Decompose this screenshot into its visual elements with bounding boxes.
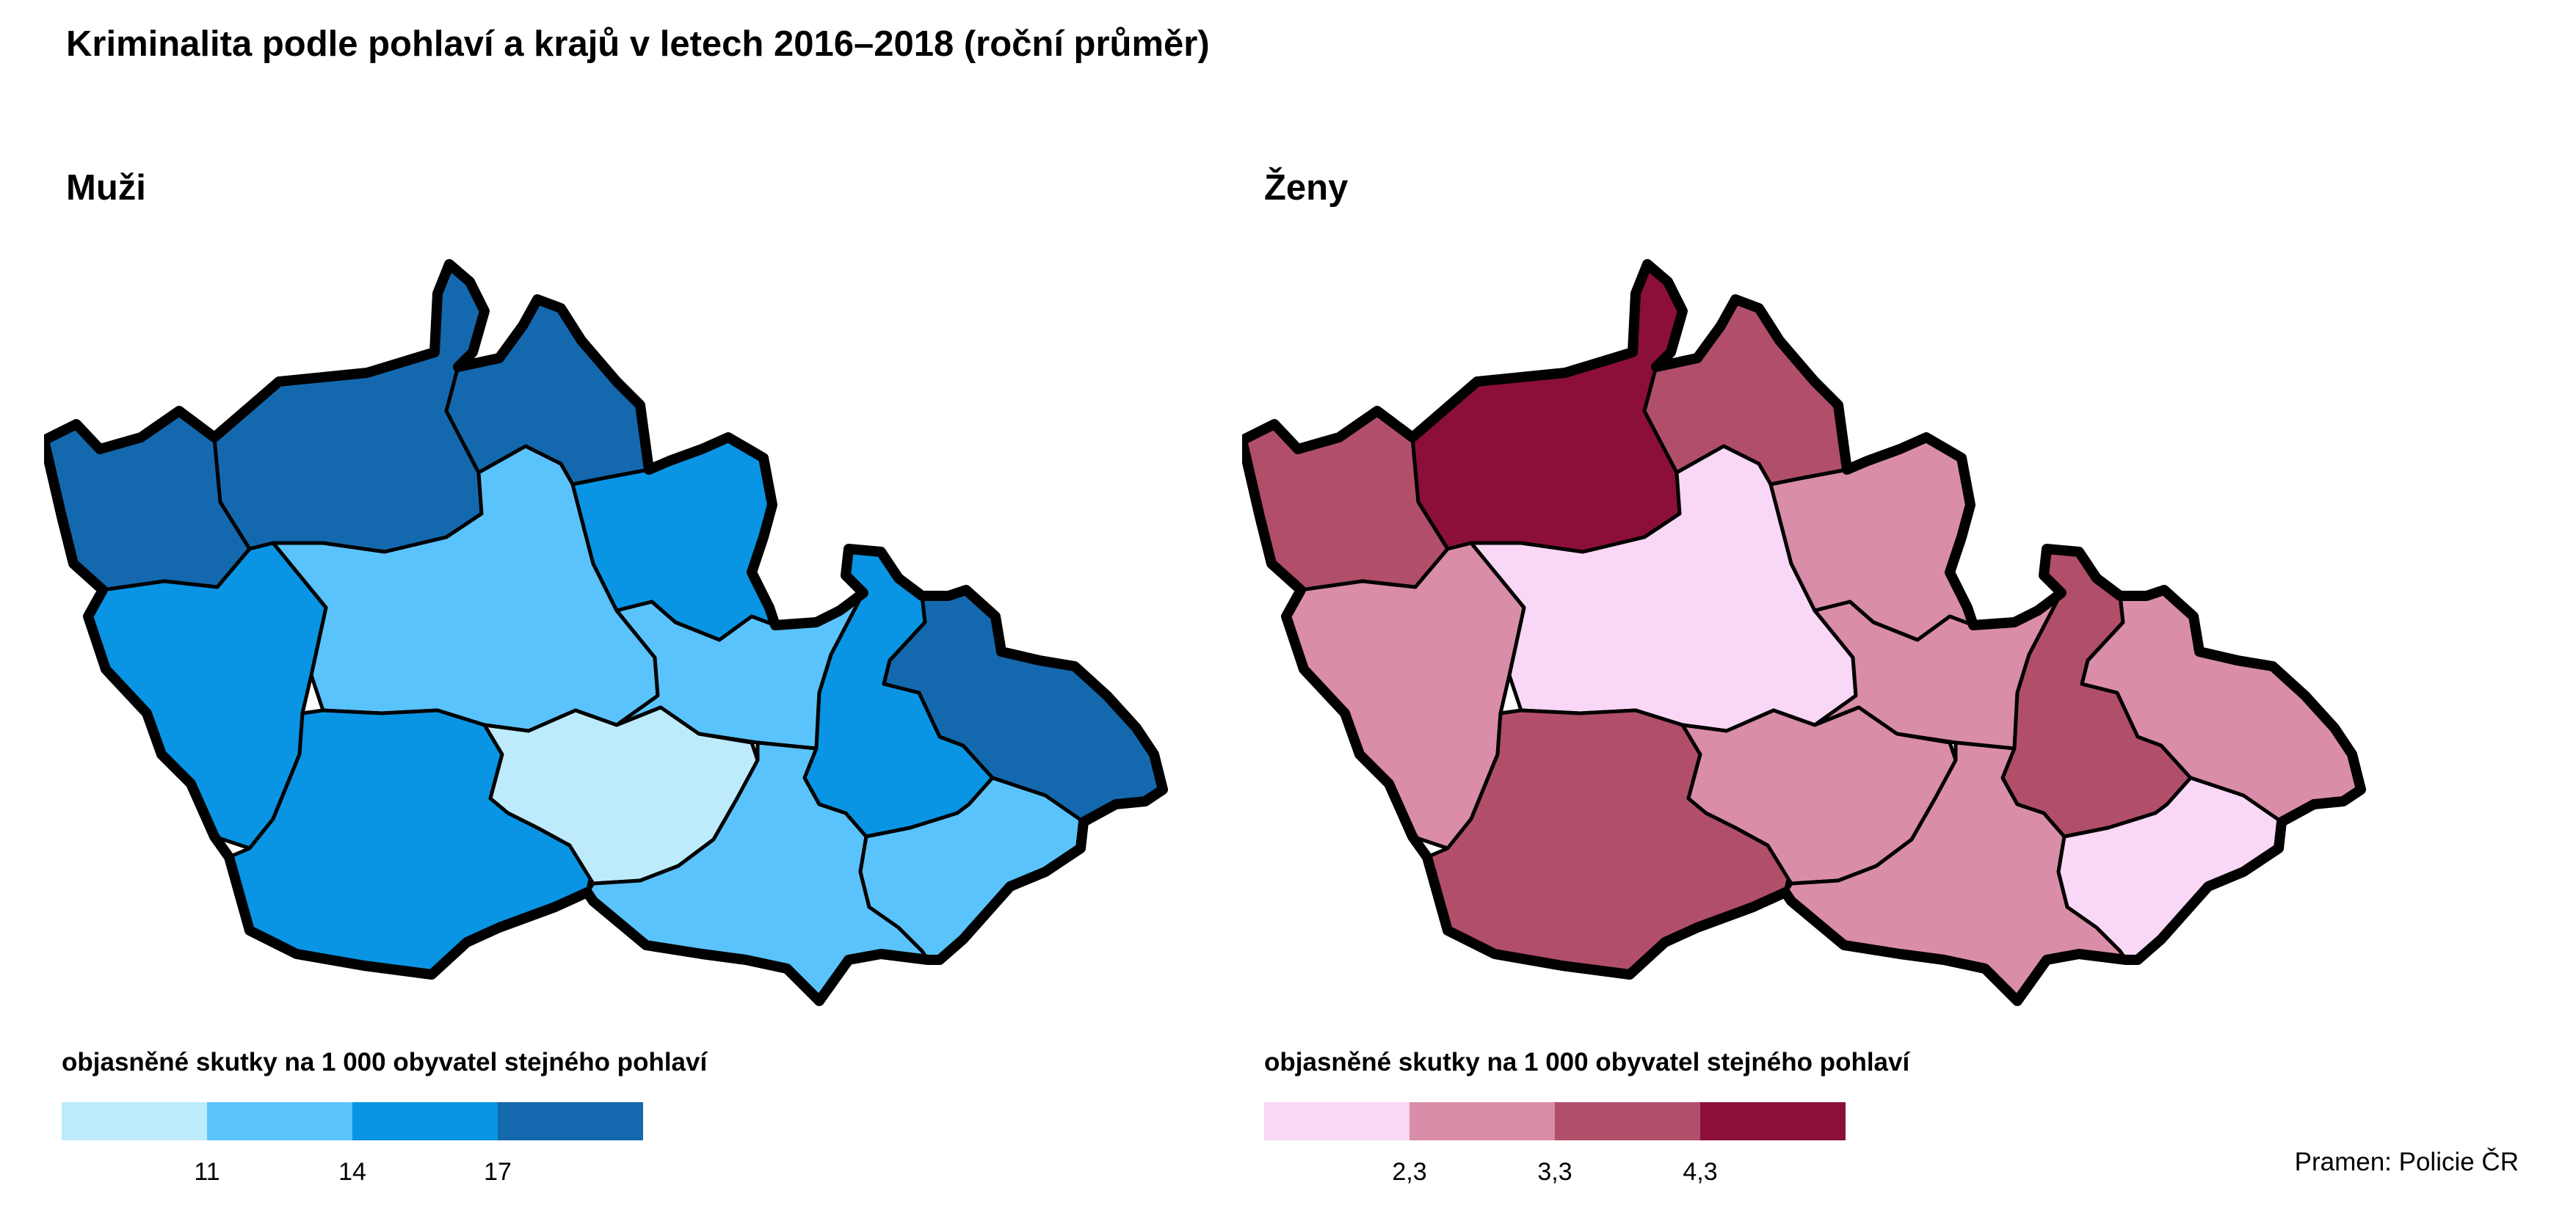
legend-swatch-women-4	[1700, 1102, 1846, 1140]
legend-swatch-men-1	[62, 1102, 207, 1140]
legend-tick-women-1: 2,3	[1392, 1158, 1427, 1186]
country-border	[1242, 259, 2366, 1006]
map-men	[44, 259, 1168, 1006]
legend-tick-men-3: 17	[484, 1158, 512, 1186]
legend-title-women: objasněné skutky na 1 000 obyvatel stejn…	[1264, 1048, 1910, 1077]
legend-bar-men	[62, 1102, 643, 1140]
legend-tick-women-3: 4,3	[1683, 1158, 1718, 1186]
chart-title: Kriminalita podle pohlaví a krajů v lete…	[66, 24, 1210, 64]
legend-swatch-women-1	[1264, 1102, 1409, 1140]
legend-swatch-women-3	[1555, 1102, 1700, 1140]
legend-bar-women	[1264, 1102, 1846, 1140]
legend-tick-men-2: 14	[338, 1158, 366, 1186]
legend-swatch-women-2	[1409, 1102, 1555, 1140]
panel-title-men: Muži	[66, 168, 146, 208]
legend-swatch-men-4	[498, 1102, 643, 1140]
source-note: Pramen: Policie ČR	[2294, 1148, 2519, 1176]
country-border	[44, 259, 1168, 1006]
legend-tick-men-1: 11	[194, 1158, 220, 1186]
map-women	[1242, 259, 2366, 1006]
legend-swatch-men-2	[207, 1102, 352, 1140]
legend-tick-women-2: 3,3	[1537, 1158, 1572, 1186]
panel-title-women: Ženy	[1264, 168, 1349, 208]
legend-title-men: objasněné skutky na 1 000 obyvatel stejn…	[62, 1048, 708, 1077]
legend-swatch-men-3	[352, 1102, 498, 1140]
